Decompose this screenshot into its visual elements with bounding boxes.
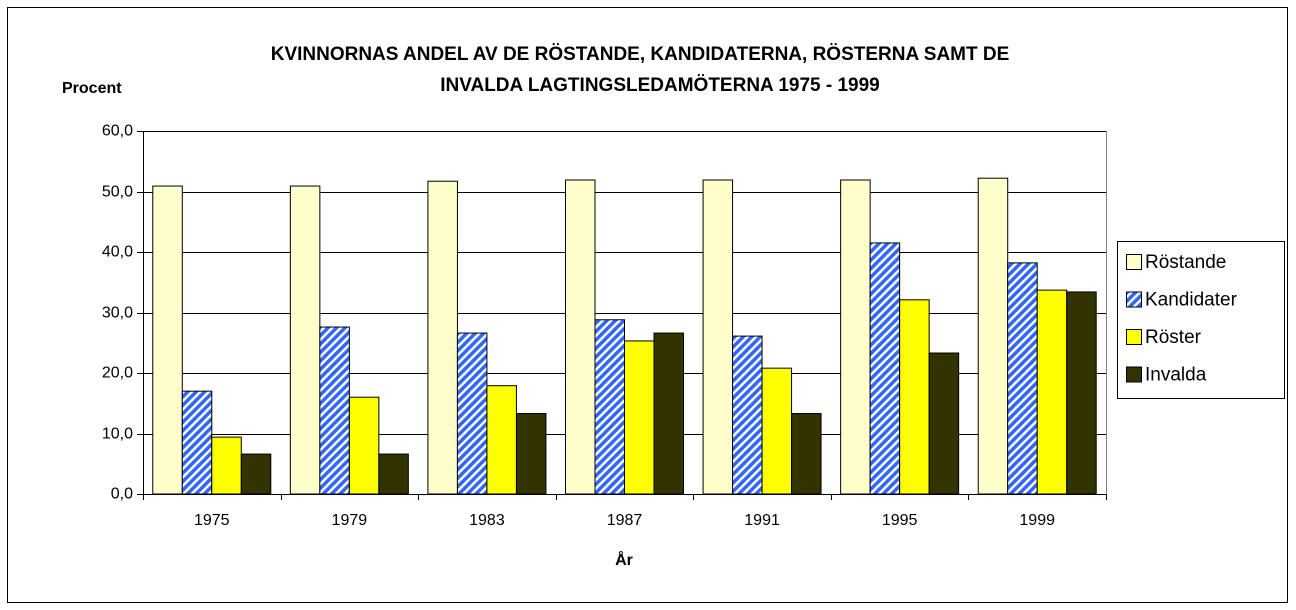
x-tick-label: 1991 bbox=[744, 512, 780, 529]
y-tick-label: 50,0 bbox=[102, 184, 133, 201]
x-tick-label: 1995 bbox=[882, 512, 918, 529]
bar bbox=[456, 332, 488, 495]
bar bbox=[977, 177, 1009, 495]
bar bbox=[486, 385, 517, 495]
bar bbox=[211, 436, 242, 495]
bar bbox=[348, 396, 380, 495]
bar bbox=[515, 413, 547, 495]
bar bbox=[427, 180, 458, 495]
y-tick-label: 60,0 bbox=[102, 123, 133, 140]
chart-title: KVINNORNAS ANDEL AV DE RÖSTANDE, KANDIDA… bbox=[271, 44, 1010, 65]
x-tick-label: 1975 bbox=[194, 512, 230, 529]
y-axis-label: Procent bbox=[62, 80, 122, 97]
legend-swatch bbox=[1126, 254, 1142, 270]
legend-swatch bbox=[1126, 366, 1142, 383]
legend-label: Invalda bbox=[1145, 365, 1207, 386]
bar bbox=[1066, 291, 1097, 495]
bar bbox=[240, 453, 272, 495]
y-tick-label: 0,0 bbox=[111, 486, 133, 503]
bar bbox=[928, 352, 960, 495]
bar bbox=[1036, 289, 1068, 495]
bar bbox=[181, 390, 213, 495]
y-tick-label: 20,0 bbox=[102, 365, 133, 382]
bar bbox=[702, 179, 734, 495]
x-tick-label: 1979 bbox=[332, 512, 368, 529]
bar bbox=[732, 335, 763, 495]
bar bbox=[791, 413, 822, 495]
legend-swatch bbox=[1126, 329, 1142, 345]
bar bbox=[152, 185, 183, 495]
y-tick-label: 30,0 bbox=[102, 305, 133, 322]
bar bbox=[869, 242, 901, 495]
bar bbox=[840, 179, 871, 495]
legend-label: Kandidater bbox=[1145, 290, 1238, 311]
bar bbox=[1007, 262, 1038, 495]
x-tick-label: 1999 bbox=[1019, 512, 1055, 529]
bar bbox=[594, 319, 625, 495]
x-axis-label: År bbox=[615, 550, 633, 569]
legend-swatch bbox=[1126, 291, 1142, 308]
chart-title: INVALDA LAGTINGSLEDAMÖTERNA 1975 - 1999 bbox=[440, 75, 880, 96]
bar bbox=[565, 179, 596, 495]
bar bbox=[624, 340, 655, 495]
bar bbox=[319, 326, 350, 495]
x-tick-label: 1983 bbox=[469, 512, 505, 529]
bar bbox=[289, 185, 321, 495]
legend-box bbox=[1117, 241, 1285, 399]
x-tick-label: 1987 bbox=[607, 512, 643, 529]
bar bbox=[378, 453, 409, 495]
y-tick-label: 10,0 bbox=[102, 426, 133, 443]
legend-label: Röstande bbox=[1145, 252, 1226, 273]
bar bbox=[899, 299, 930, 495]
legend-label: Röster bbox=[1145, 327, 1202, 348]
bar bbox=[653, 332, 684, 495]
bar bbox=[761, 367, 793, 495]
y-tick-label: 40,0 bbox=[102, 244, 133, 261]
